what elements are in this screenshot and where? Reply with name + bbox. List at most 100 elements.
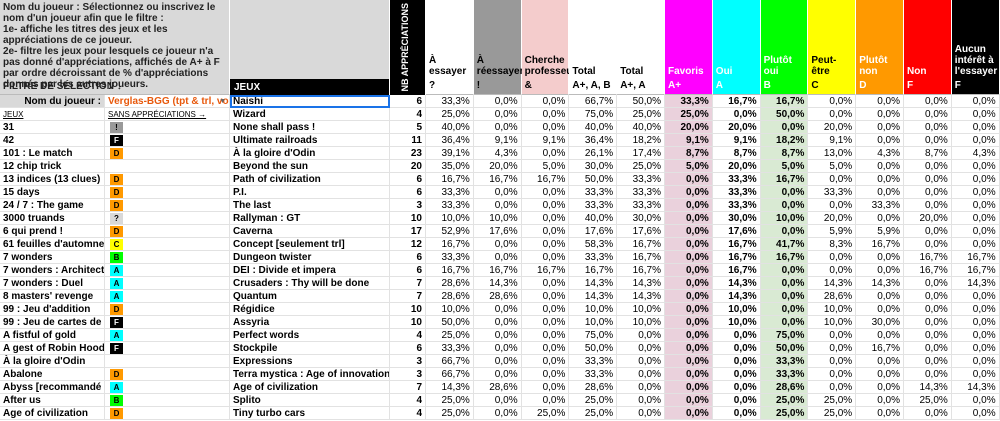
percent-cell: 25,0% [426,108,474,121]
percent-cell: 16,7% [712,251,761,264]
percent-cell: 16,7% [712,95,761,108]
percent-cell: 25,0% [665,108,713,121]
percent-cell: 0,0% [951,95,1000,108]
percent-cell: 0,0% [808,342,857,355]
unrated-game: 42 [0,134,105,147]
game-name: The last [230,199,390,212]
count-header: NB APPRÉCIATIONS [390,0,426,95]
percent-cell: 10,0% [569,316,618,329]
appreciation-count: 3 [390,355,426,368]
percent-cell: 14,3% [951,277,1000,290]
badge-cell: C [105,238,230,251]
percent-cell: 25,0% [904,394,952,407]
percent-cell: 33,3% [617,173,665,186]
percent-cell: 20,0% [808,212,857,225]
badge-cell [105,355,230,368]
percent-cell: 14,3% [569,277,618,290]
left-badge-label: SANS APPRÉCIATIONS → [105,108,230,121]
percent-cell: 0,0% [904,277,952,290]
unrated-game: A gest of Robin Hood [0,342,105,355]
percent-cell: 0,0% [665,329,713,342]
column-code: D [859,80,867,91]
percent-cell: 0,0% [760,186,809,199]
percent-cell: 50,0% [569,342,618,355]
percent-cell: 0,0% [712,407,761,420]
percent-cell: 33,3% [426,95,474,108]
game-name: Ultimate railroads [230,134,390,147]
unrated-game: 7 wonders : Duel [0,277,105,290]
percent-cell: 0,0% [665,225,713,238]
percent-cell: 0,0% [951,368,1000,381]
column-header: Total A+, A [617,0,665,95]
percent-cell: 8,7% [760,147,809,160]
appreciation-count: 7 [390,290,426,303]
percent-cell: 13,0% [808,147,857,160]
percent-cell: 16,7% [521,264,570,277]
badge-cell: A [105,329,230,342]
instruction: 2e- filtre les jeux pour lesquels ce jou… [3,46,220,90]
percent-cell: 25,0% [808,407,857,420]
percent-cell: 66,7% [426,368,474,381]
percent-cell: 0,0% [521,303,570,316]
player-dropdown[interactable]: Verglas-BGG (tpt & trl, vocal ▼ [105,95,230,108]
badge: F [110,135,123,146]
column-header: Plutôt non D [856,0,904,95]
percent-cell: 0,0% [904,173,952,186]
column-label: Plutôt non [859,55,888,77]
percent-cell: 20,0% [712,121,761,134]
percent-cell: 0,0% [665,381,713,394]
percent-cell: 16,7% [856,238,904,251]
unrated-game: 8 masters' revenge [0,290,105,303]
percent-cell: 16,7% [569,264,618,277]
percent-cell: 50,0% [569,173,618,186]
unrated-game: Age of civilization [0,407,105,420]
percent-cell: 0,0% [904,368,952,381]
percent-cell: 0,0% [665,290,713,303]
percent-cell: 10,0% [426,212,474,225]
percent-cell: 9,1% [665,134,713,147]
percent-cell: 0,0% [760,264,809,277]
percent-cell: 0,0% [808,381,857,394]
badge: D [110,369,123,380]
percent-cell: 28,6% [760,381,809,394]
column-label: Oui [715,66,733,77]
game-name: Tiny turbo cars [230,407,390,420]
badge-cell: A [105,290,230,303]
percent-cell: 18,2% [760,134,809,147]
percent-cell: 0,0% [617,355,665,368]
percent-cell: 25,0% [617,160,665,173]
percent-cell: 0,0% [856,134,904,147]
percent-cell: 0,0% [665,342,713,355]
percent-cell: 0,0% [856,290,904,303]
column-label: À réessayer [476,55,524,77]
percent-cell: 0,0% [617,368,665,381]
appreciation-count: 23 [390,147,426,160]
percent-cell: 0,0% [951,394,1000,407]
column-header: Cherche professeur & [521,0,576,95]
column-header: À essayer? [426,0,474,95]
percent-cell: 0,0% [665,394,713,407]
percent-cell: 0,0% [951,108,1000,121]
percent-cell: 14,3% [569,290,618,303]
percent-cell: 25,0% [521,407,570,420]
percent-cell: 14,3% [712,290,761,303]
appreciation-count: 7 [390,381,426,394]
percent-cell: 0,0% [665,407,713,420]
percent-cell: 20,0% [665,121,713,134]
percent-cell: 5,9% [808,225,857,238]
percent-cell: 0,0% [951,134,1000,147]
badge-cell: D [105,199,230,212]
badge: A [110,382,123,393]
percent-cell: 0,0% [856,108,904,121]
unrated-game: 7 wonders : Architects [0,264,105,277]
percent-cell: 0,0% [856,355,904,368]
percent-cell: 25,0% [808,394,857,407]
percent-cell: 14,3% [473,277,522,290]
percent-cell: 33,3% [760,355,809,368]
percent-cell: 0,0% [951,121,1000,134]
badge-cell [105,160,230,173]
appreciation-count: 6 [390,342,426,355]
percent-cell: 0,0% [856,212,904,225]
unrated-game: 101 : Le match [0,147,105,160]
percent-cell: 10,0% [569,303,618,316]
